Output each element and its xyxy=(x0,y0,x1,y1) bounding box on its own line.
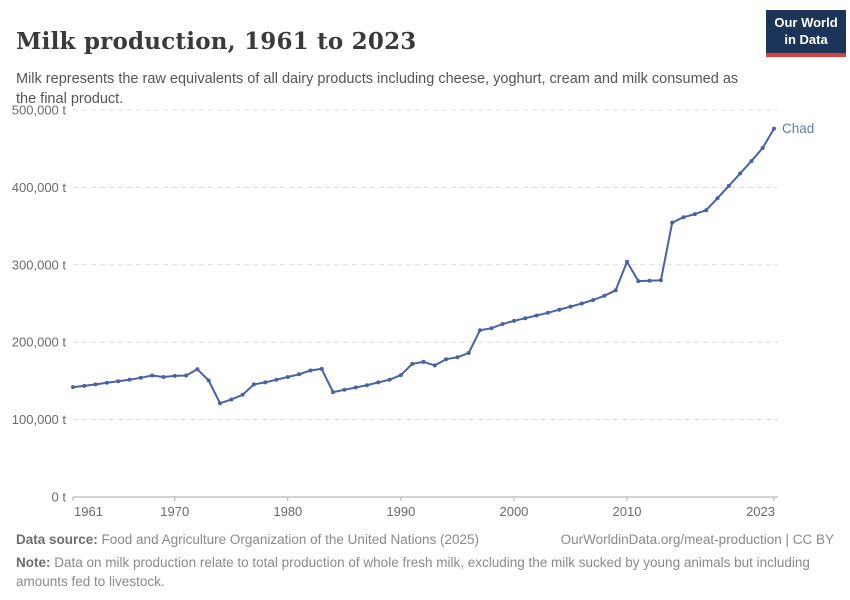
data-point[interactable] xyxy=(534,313,539,318)
note-text: Data on milk production relate to total … xyxy=(16,555,810,589)
x-tick-label: 1990 xyxy=(386,504,415,519)
data-point[interactable] xyxy=(704,208,709,213)
data-point[interactable] xyxy=(387,377,392,382)
data-point[interactable] xyxy=(421,359,426,364)
chart-subtitle: Milk represents the raw equivalents of a… xyxy=(16,70,739,108)
data-point[interactable] xyxy=(342,387,347,392)
note-label: Note: xyxy=(16,555,51,570)
data-point[interactable] xyxy=(104,380,109,385)
data-point[interactable] xyxy=(116,379,121,384)
data-point[interactable] xyxy=(71,385,75,390)
data-point[interactable] xyxy=(738,171,743,176)
data-point[interactable] xyxy=(545,310,550,315)
data-point[interactable] xyxy=(82,383,87,388)
data-point[interactable] xyxy=(127,377,132,382)
x-tick-label: 2000 xyxy=(499,504,528,519)
data-point[interactable] xyxy=(625,259,629,264)
data-point[interactable] xyxy=(557,307,562,312)
data-point[interactable] xyxy=(432,363,437,368)
data-point[interactable] xyxy=(206,378,211,383)
data-point[interactable] xyxy=(715,196,720,201)
data-source-line: Data source: Food and Agriculture Organi… xyxy=(16,532,479,547)
data-point[interactable] xyxy=(161,375,166,379)
data-point[interactable] xyxy=(636,279,641,284)
x-tick-label: 2010 xyxy=(613,504,642,519)
data-point[interactable] xyxy=(455,355,460,360)
chart-footer: Data source: Food and Agriculture Organi… xyxy=(16,532,834,592)
x-tick-label: 1980 xyxy=(273,504,302,519)
x-tick-label: 1961 xyxy=(74,504,103,519)
data-point[interactable] xyxy=(319,366,324,371)
data-point[interactable] xyxy=(331,390,335,395)
data-point[interactable] xyxy=(670,220,675,225)
data-point[interactable] xyxy=(218,401,222,406)
data-point[interactable] xyxy=(240,392,245,397)
data-point[interactable] xyxy=(512,318,516,323)
data-point[interactable] xyxy=(760,145,765,150)
data-point[interactable] xyxy=(229,397,234,402)
y-tick-label: 200,000 t xyxy=(12,335,67,350)
data-point[interactable] xyxy=(184,373,189,378)
data-point[interactable] xyxy=(658,278,663,283)
data-point[interactable] xyxy=(726,183,731,188)
data-point[interactable] xyxy=(579,301,584,306)
note-line: Note: Data on milk production relate to … xyxy=(16,554,834,592)
data-point[interactable] xyxy=(591,298,596,302)
data-point[interactable] xyxy=(274,377,279,382)
y-tick-label: 0 t xyxy=(52,490,67,505)
data-point[interactable] xyxy=(297,372,302,377)
data-point[interactable] xyxy=(285,375,290,379)
x-tick-label: 1970 xyxy=(160,504,189,519)
data-point[interactable] xyxy=(138,375,143,380)
data-point[interactable] xyxy=(444,357,449,362)
data-point[interactable] xyxy=(466,351,471,355)
owid-logo-line2: in Data xyxy=(784,31,828,47)
data-point[interactable] xyxy=(353,385,358,390)
line-chart-canvas[interactable]: 0 t 100,000 t 200,000 t 300,000 t 400,000 t 5… xyxy=(0,0,850,530)
data-point[interactable] xyxy=(410,361,415,366)
data-point[interactable] xyxy=(500,322,505,326)
data-point[interactable] xyxy=(195,367,200,372)
owid-url-license-link[interactable]: OurWorldinData.org/meat-production | CC … xyxy=(560,532,834,547)
data-point[interactable] xyxy=(692,212,697,217)
data-point[interactable] xyxy=(523,316,528,321)
owid-logo-line1: Our World xyxy=(774,15,838,30)
y-tick-label: 400,000 t xyxy=(12,180,67,195)
data-point[interactable] xyxy=(602,293,607,298)
data-point[interactable] xyxy=(365,383,369,388)
y-tick-label: 300,000 t xyxy=(12,257,67,272)
entity-label-chad[interactable]: Chad xyxy=(782,121,814,136)
y-tick-label: 500,000 t xyxy=(12,103,67,118)
page-title: Milk production, 1961 to 2023 xyxy=(16,28,417,56)
data-point[interactable] xyxy=(568,304,573,309)
data-point[interactable] xyxy=(150,373,155,378)
data-point[interactable] xyxy=(681,215,686,220)
data-point[interactable] xyxy=(172,373,177,378)
data-point[interactable] xyxy=(478,328,482,333)
data-point[interactable] xyxy=(308,368,313,373)
data-point[interactable] xyxy=(647,278,652,283)
data-point[interactable] xyxy=(376,380,381,385)
data-point[interactable] xyxy=(251,382,256,387)
data-point[interactable] xyxy=(772,126,776,131)
data-source-text: Food and Agriculture Organization of the… xyxy=(97,532,480,547)
y-tick-label: 100,000 t xyxy=(12,412,67,427)
data-point[interactable] xyxy=(489,326,494,331)
data-point[interactable] xyxy=(613,288,618,293)
x-tick-label: 2023 xyxy=(746,504,775,519)
data-point[interactable] xyxy=(93,382,98,387)
data-source-label: Data source: xyxy=(16,532,98,547)
data-point[interactable] xyxy=(263,380,268,385)
owid-logo[interactable]: Our World in Data xyxy=(766,10,846,57)
data-point[interactable] xyxy=(749,159,754,164)
data-point[interactable] xyxy=(398,373,403,378)
